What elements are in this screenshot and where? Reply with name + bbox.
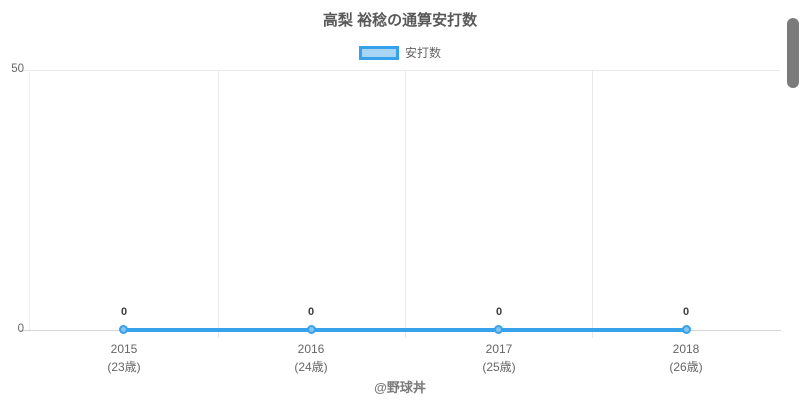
x-tick-label-2017: 2017 (25歳) xyxy=(454,340,544,376)
data-point-marker-2018[interactable] xyxy=(682,325,691,334)
x-tick-label-2016: 2016 (24歳) xyxy=(266,340,356,376)
y-tick-label-0: 0 xyxy=(17,323,24,335)
y-tick-label-50: 50 xyxy=(11,63,24,75)
series-line xyxy=(124,328,686,332)
x-tick-age: (24歳) xyxy=(294,360,328,374)
data-value-label: 0 xyxy=(307,306,315,318)
footer-credit: @野球丼 xyxy=(374,380,426,395)
data-value-label: 0 xyxy=(682,306,690,318)
x-tick-label-2015: 2015 (23歳) xyxy=(79,340,169,376)
legend-label: 安打数 xyxy=(404,46,441,60)
x-tick-age: (26歳) xyxy=(669,360,703,374)
legend-item[interactable]: 安打数 xyxy=(0,44,800,61)
chart-title: 高梨 裕稔の通算安打数 xyxy=(322,12,478,29)
data-point-marker-2017[interactable] xyxy=(494,325,503,334)
x-tick-year: 2018 xyxy=(672,342,700,356)
plot-left-border xyxy=(29,70,30,330)
data-value-label: 0 xyxy=(120,306,128,318)
scrollbar-thumb[interactable] xyxy=(787,18,799,88)
gridline-x3 xyxy=(592,70,593,338)
x-tick-year: 2015 xyxy=(110,342,138,356)
gridline-x1 xyxy=(218,70,219,338)
x-tick-age: (25歳) xyxy=(482,360,516,374)
x-tick-age: (23歳) xyxy=(107,360,141,374)
data-point-marker-2015[interactable] xyxy=(119,325,128,334)
x-tick-label-2018: 2018 (26歳) xyxy=(641,340,731,376)
gridline-x2 xyxy=(405,70,406,338)
x-tick-year: 2016 xyxy=(297,342,325,356)
data-point-marker-2016[interactable] xyxy=(307,325,316,334)
x-tick-year: 2017 xyxy=(485,342,513,356)
data-value-label: 0 xyxy=(495,306,503,318)
gridline-y50 xyxy=(22,70,780,71)
legend-swatch-icon xyxy=(358,45,399,60)
